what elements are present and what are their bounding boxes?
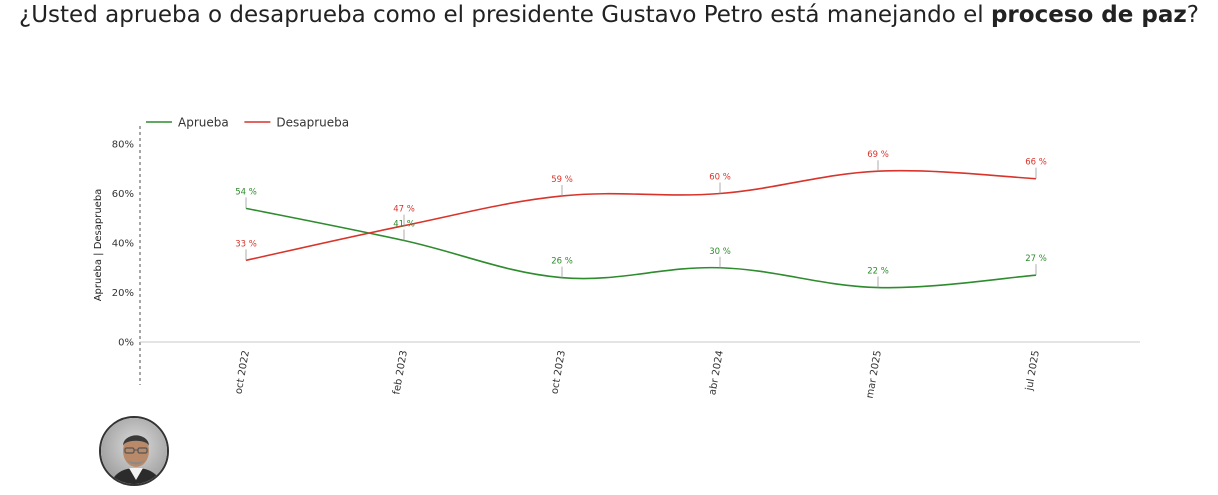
x-tick-label: feb 2023 [391,350,410,396]
data-label: 27 % [1025,254,1047,264]
chart-data-labels: 54 %41 %26 %30 %22 %27 %33 %47 %59 % 60 %… [235,150,1047,288]
data-label: 69 % [867,150,889,160]
chart-series [245,169,1037,289]
chart-title-bold: proceso de paz [990,2,1187,28]
chart-title: ¿Usted aprueba o desaprueba como el pres… [0,2,1218,28]
data-label: 26 % [551,257,573,267]
y-tick-label: 0% [118,338,134,349]
data-label: 66 % [1025,158,1047,168]
series-line-desaprueba [245,169,1037,262]
data-label: 59 % [551,175,573,185]
avatar [99,416,169,486]
legend-item-aprueba[interactable]: Aprueba [178,116,229,130]
data-label: 60 % [709,173,731,183]
person-portrait-icon [101,418,167,484]
data-label: 22 % [867,267,889,277]
x-tick-label: mar 2025 [865,350,884,400]
chart-title-end: ? [1186,2,1199,28]
data-label: 54 % [235,187,257,197]
y-axis-label: Aprueba | Desaprueba [93,189,104,302]
chart-title-text: ¿Usted aprueba o desaprueba como el pres… [19,2,991,28]
chart-legend[interactable]: Aprueba Desaprueba [146,116,349,130]
y-tick-label: 80% [112,140,134,151]
y-tick-label: 60% [112,189,134,200]
y-tick-label: 40% [112,239,134,250]
data-label: 47 % [393,205,415,215]
chart-axes: 0% 20% 40% 60% 80% Aprueba | Desaprueba oct 20… [93,126,1140,399]
x-tick-label: jul 2025 [1024,350,1042,393]
x-tick-label: oct 2023 [549,350,568,395]
data-label: 33 % [235,239,257,249]
x-tick-label: abr 2024 [707,350,726,396]
data-label: 30 % [709,247,731,257]
x-tick-label: oct 2022 [233,350,252,395]
legend-item-desaprueba[interactable]: Desaprueba [276,116,349,130]
series-line-aprueba [245,207,1037,289]
y-tick-label: 20% [112,288,134,299]
